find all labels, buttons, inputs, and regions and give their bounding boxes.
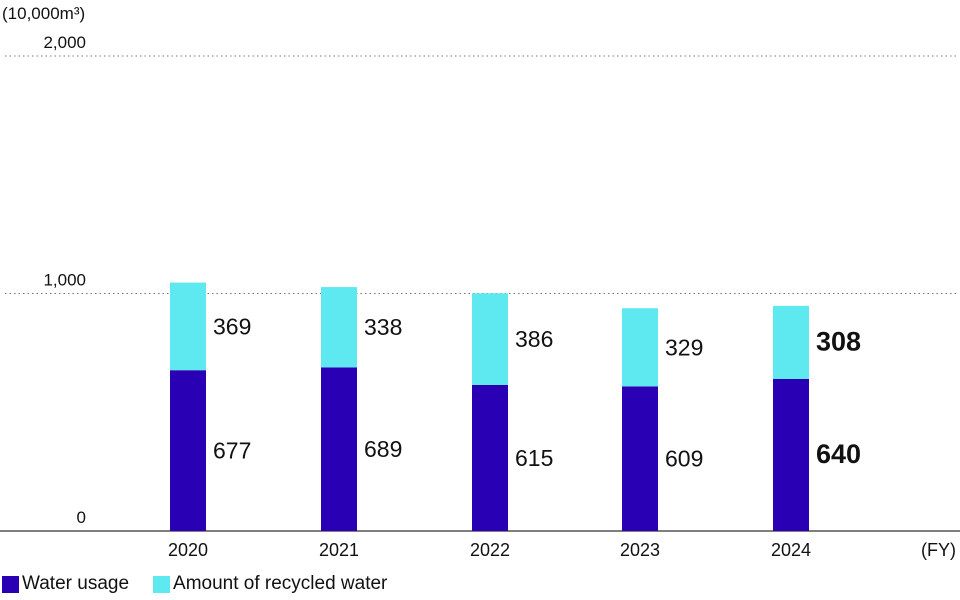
bar-water-usage — [321, 367, 357, 531]
data-label: 677 — [213, 438, 251, 464]
x-tick-label: 2021 — [319, 540, 359, 560]
y-tick-label: 0 — [77, 508, 86, 527]
bar-water-usage — [773, 379, 809, 531]
stacked-bar-chart: (10,000m³) 0 1,000 2,000 677 369 689 338 615 38… — [0, 4, 960, 560]
gridlines — [5, 55, 958, 294]
y-tick-labels: 0 1,000 2,000 — [43, 33, 86, 527]
x-tick-label: 2022 — [470, 540, 510, 560]
bar-water-usage — [472, 384, 508, 531]
y-axis-unit: (10,000m³) — [2, 4, 85, 23]
bar-recycled-water — [773, 305, 809, 379]
bar-water-usage — [170, 370, 206, 531]
bar-recycled-water — [472, 293, 508, 385]
bar-recycled-water — [170, 282, 206, 371]
y-tick-label: 1,000 — [43, 271, 86, 290]
legend: Water usage Amount of recycled water — [2, 573, 411, 595]
legend-label-water-usage: Water usage — [22, 573, 130, 594]
legend-swatch-recycled-water — [153, 575, 171, 593]
x-tick-label: 2020 — [168, 540, 208, 560]
legend-swatch-water-usage — [2, 575, 19, 593]
bars: 677 369 689 338 615 386 609 329 640 308 — [170, 282, 861, 531]
bar-recycled-water — [321, 287, 357, 368]
legend-label-recycled-water: Amount of recycled water — [173, 573, 388, 594]
data-label: 640 — [816, 439, 861, 469]
x-tick-label: 2024 — [771, 540, 811, 560]
data-label: 609 — [665, 446, 703, 472]
data-label: 308 — [816, 326, 861, 356]
legend-item-recycled-water: Amount of recycled water — [153, 573, 387, 595]
data-label: 615 — [515, 445, 553, 471]
data-label: 338 — [364, 314, 402, 340]
data-label: 689 — [364, 436, 402, 462]
bar-recycled-water — [622, 308, 658, 387]
data-label: 386 — [515, 326, 553, 352]
data-label: 329 — [665, 334, 703, 360]
data-label: 369 — [213, 313, 251, 339]
bar-water-usage — [622, 386, 658, 531]
legend-item-water-usage: Water usage — [2, 573, 129, 595]
x-tick-labels: 2020 2021 2022 2023 2024 — [168, 540, 811, 560]
y-tick-label: 2,000 — [43, 33, 86, 52]
x-axis-unit: (FY) — [921, 540, 956, 560]
x-tick-label: 2023 — [620, 540, 660, 560]
